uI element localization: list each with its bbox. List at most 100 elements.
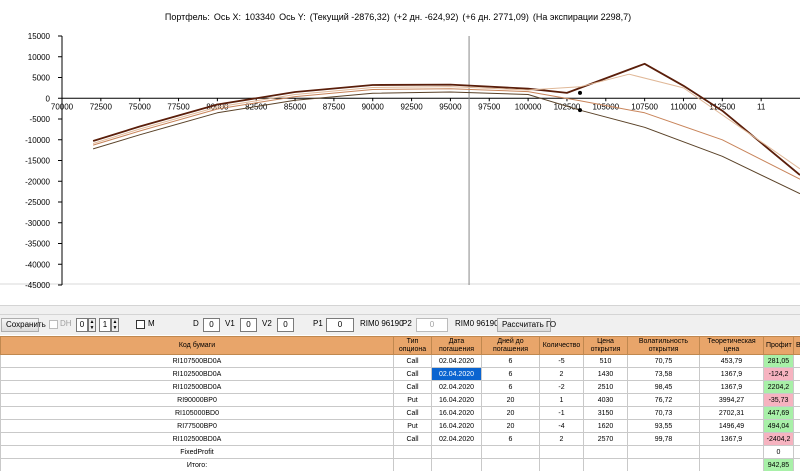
cell-open-price[interactable]: 4030 bbox=[583, 393, 628, 407]
cell-profit[interactable]: -124,2 bbox=[763, 367, 794, 381]
cell-open-price[interactable]: 1620 bbox=[583, 419, 628, 433]
cell-theoretical-price[interactable]: 1496,49 bbox=[699, 419, 764, 433]
header-type[interactable]: Тип опциона bbox=[393, 336, 432, 355]
cell-open-price[interactable]: 510 bbox=[583, 354, 628, 368]
cell-type[interactable]: Put bbox=[393, 419, 432, 433]
spin1-input[interactable]: 0 bbox=[76, 318, 88, 332]
spin2-arrows[interactable]: ▲ ▼ bbox=[111, 318, 119, 332]
pnl-chart[interactable]: 15000 10000 5000 0 -5000 -10000 -15000 -20000 -2… bbox=[0, 0, 800, 305]
cell-open-price[interactable]: 1430 bbox=[583, 367, 628, 381]
table-row[interactable]: RI77500BP0 Put 16.04.2020 20 -4 1620 93,55 1496… bbox=[0, 419, 800, 433]
table-row[interactable]: RI102500BD0A Call 02.04.2020 6 2 2570 99,78 136… bbox=[0, 432, 800, 446]
cell-expiry-date[interactable]: 02.04.2020 bbox=[431, 367, 482, 381]
cell-theoretical-price[interactable]: 1367,9 bbox=[699, 367, 764, 381]
cell-extra[interactable] bbox=[793, 419, 800, 433]
cell-quantity[interactable]: 2 bbox=[539, 432, 584, 446]
cell-quantity[interactable]: 2 bbox=[539, 367, 584, 381]
cell-expiry-date[interactable]: 16.04.2020 bbox=[431, 393, 482, 407]
cell-theoretical-price[interactable]: 3994,27 bbox=[699, 393, 764, 407]
spin2-input[interactable]: 1 bbox=[99, 318, 111, 332]
cell-type[interactable]: Put bbox=[393, 393, 432, 407]
cell-theoretical-price[interactable]: 1367,9 bbox=[699, 380, 764, 394]
cell-profit[interactable]: 494,04 bbox=[763, 419, 794, 433]
cell-quantity[interactable]: 1 bbox=[539, 393, 584, 407]
cell-extra[interactable] bbox=[793, 406, 800, 420]
cell-profit[interactable]: 2204,2 bbox=[763, 380, 794, 394]
cell-code[interactable]: RI77500BP0 bbox=[0, 419, 394, 433]
calc-go-button[interactable]: Рассчитать ГО bbox=[497, 318, 556, 332]
header-profit[interactable]: Профит bbox=[763, 336, 794, 355]
cell-quantity[interactable]: -1 bbox=[539, 406, 584, 420]
cell-open-volatility[interactable]: 73,58 bbox=[627, 367, 700, 381]
v1-input[interactable]: 0 bbox=[240, 318, 257, 332]
cell-open-volatility[interactable]: 98,45 bbox=[627, 380, 700, 394]
cell-days-left[interactable]: 20 bbox=[481, 393, 540, 407]
cell-open-price[interactable]: 2510 bbox=[583, 380, 628, 394]
cell-open-volatility[interactable]: 76,72 bbox=[627, 393, 700, 407]
spin1-arrows[interactable]: ▲ ▼ bbox=[88, 318, 96, 332]
cell-type[interactable]: Call bbox=[393, 432, 432, 446]
cell-extra[interactable] bbox=[793, 393, 800, 407]
header-open-price[interactable]: Цена открытия bbox=[583, 336, 628, 355]
cell-expiry-date[interactable]: 02.04.2020 bbox=[431, 354, 482, 368]
table-row[interactable]: RI105000BD0 Call 16.04.2020 20 -1 3150 70,73 27… bbox=[0, 406, 800, 420]
cell-code[interactable]: RI102500BD0A bbox=[0, 380, 394, 394]
cell-days-left[interactable]: 20 bbox=[481, 419, 540, 433]
cell-days-left[interactable]: 6 bbox=[481, 367, 540, 381]
cell-days-left[interactable]: 6 bbox=[481, 432, 540, 446]
header-theoretical-price[interactable]: Теоретическая цена bbox=[699, 336, 764, 355]
cell-profit[interactable]: -2404,2 bbox=[763, 432, 794, 446]
cell-theoretical-price[interactable]: 453,79 bbox=[699, 354, 764, 368]
cell-open-price[interactable]: 2570 bbox=[583, 432, 628, 446]
cell-expiry-date[interactable]: 16.04.2020 bbox=[431, 406, 482, 420]
cell-open-volatility[interactable]: 70,73 bbox=[627, 406, 700, 420]
table-row[interactable]: RI107500BD0A Call 02.04.2020 6 -5 510 70,75 453… bbox=[0, 354, 800, 368]
cell-quantity[interactable]: -2 bbox=[539, 380, 584, 394]
cell-days-left[interactable]: 6 bbox=[481, 354, 540, 368]
cell-extra[interactable] bbox=[793, 380, 800, 394]
cell-extra[interactable] bbox=[793, 354, 800, 368]
header-open-volatility[interactable]: Волатильность открытия bbox=[627, 336, 700, 355]
table-row[interactable]: RI90000BP0 Put 16.04.2020 20 1 4030 76,72 3994,… bbox=[0, 393, 800, 407]
table-row[interactable]: RI102500BD0A Call 02.04.2020 6 -2 2510 98,45 13… bbox=[0, 380, 800, 394]
cell-type[interactable]: Call bbox=[393, 406, 432, 420]
panel-splitter[interactable] bbox=[0, 305, 800, 315]
p1-input[interactable]: 0 bbox=[326, 318, 354, 332]
cell-quantity[interactable]: -5 bbox=[539, 354, 584, 368]
cell-type[interactable]: Call bbox=[393, 367, 432, 381]
cell-code[interactable]: RI102500BD0A bbox=[0, 367, 394, 381]
cell-expiry-date[interactable]: 02.04.2020 bbox=[431, 380, 482, 394]
dh-checkbox[interactable] bbox=[49, 320, 58, 329]
cell-code[interactable]: RI107500BD0A bbox=[0, 354, 394, 368]
cell-theoretical-price[interactable]: 1367,9 bbox=[699, 432, 764, 446]
header-quantity[interactable]: Количество bbox=[539, 336, 584, 355]
cell-profit[interactable]: 447,69 bbox=[763, 406, 794, 420]
v2-input[interactable]: 0 bbox=[277, 318, 294, 332]
cell-code[interactable]: RI90000BP0 bbox=[0, 393, 394, 407]
cell-profit[interactable]: -35,73 bbox=[763, 393, 794, 407]
cell-quantity[interactable]: -4 bbox=[539, 419, 584, 433]
header-days-left[interactable]: Дней до погашения bbox=[481, 336, 540, 355]
save-button[interactable]: Сохранить bbox=[1, 318, 46, 332]
cell-expiry-date[interactable]: 16.04.2020 bbox=[431, 419, 482, 433]
cell-theoretical-price[interactable]: 2702,31 bbox=[699, 406, 764, 420]
cell-expiry-date[interactable]: 02.04.2020 bbox=[431, 432, 482, 446]
pnl-chart-area[interactable]: Портфель: Ось X: 103340 Ось Y: (Текущий -287… bbox=[0, 0, 800, 305]
cell-open-volatility[interactable]: 70,75 bbox=[627, 354, 700, 368]
cell-open-price[interactable]: 3150 bbox=[583, 406, 628, 420]
table-row[interactable]: RI102500BD0A Call 02.04.2020 6 2 1430 73,58 136… bbox=[0, 367, 800, 381]
cell-code[interactable]: RI105000BD0 bbox=[0, 406, 394, 420]
p2-input[interactable]: 0 bbox=[416, 318, 448, 332]
cell-days-left[interactable]: 6 bbox=[481, 380, 540, 394]
d-input[interactable]: 0 bbox=[203, 318, 220, 332]
cell-type[interactable]: Call bbox=[393, 354, 432, 368]
cell-profit[interactable]: 281,05 bbox=[763, 354, 794, 368]
header-extra[interactable]: В bbox=[793, 336, 800, 355]
header-code[interactable]: Код бумаги bbox=[0, 336, 394, 355]
header-expiry-date[interactable]: Дата погашения bbox=[431, 336, 482, 355]
cell-extra[interactable] bbox=[793, 432, 800, 446]
cell-code[interactable]: RI102500BD0A bbox=[0, 432, 394, 446]
cell-type[interactable]: Call bbox=[393, 380, 432, 394]
cell-open-volatility[interactable]: 93,55 bbox=[627, 419, 700, 433]
cell-days-left[interactable]: 20 bbox=[481, 406, 540, 420]
